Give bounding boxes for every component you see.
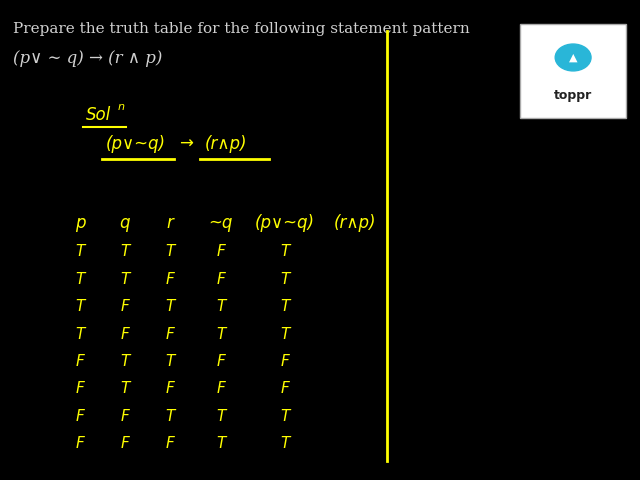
Text: T: T: [216, 436, 225, 451]
FancyBboxPatch shape: [520, 24, 626, 118]
Text: ▲: ▲: [569, 52, 577, 62]
Text: T: T: [280, 272, 289, 287]
Text: T: T: [280, 408, 289, 424]
Text: T: T: [120, 272, 129, 287]
Text: F: F: [120, 326, 129, 342]
Text: T: T: [165, 299, 174, 314]
Text: toppr: toppr: [554, 89, 592, 102]
Text: (p∨~q): (p∨~q): [255, 214, 315, 232]
Text: F: F: [76, 436, 84, 451]
Text: n: n: [117, 102, 124, 111]
Text: F: F: [76, 354, 84, 369]
Text: ~q: ~q: [209, 214, 233, 232]
Text: F: F: [120, 408, 129, 424]
Text: T: T: [120, 244, 129, 260]
Text: Prepare the truth table for the following statement pattern: Prepare the truth table for the followin…: [13, 22, 470, 36]
Text: q: q: [120, 214, 130, 232]
Text: F: F: [165, 272, 174, 287]
Text: F: F: [216, 272, 225, 287]
Text: T: T: [76, 244, 84, 260]
Text: F: F: [120, 436, 129, 451]
Text: (r∧p): (r∧p): [334, 214, 376, 232]
Text: T: T: [76, 326, 84, 342]
Text: T: T: [165, 244, 174, 260]
Circle shape: [556, 44, 591, 71]
Text: T: T: [216, 408, 225, 424]
Text: T: T: [120, 354, 129, 369]
Text: T: T: [165, 408, 174, 424]
Text: F: F: [165, 381, 174, 396]
Text: F: F: [76, 381, 84, 396]
Text: (p∨~q): (p∨~q): [106, 135, 166, 153]
Text: T: T: [120, 381, 129, 396]
Text: F: F: [216, 354, 225, 369]
Text: p: p: [75, 214, 85, 232]
Text: T: T: [280, 299, 289, 314]
Text: Sol: Sol: [86, 106, 111, 124]
Text: →: →: [179, 135, 193, 153]
Text: F: F: [216, 381, 225, 396]
Text: F: F: [165, 326, 174, 342]
Text: F: F: [76, 408, 84, 424]
Text: T: T: [280, 326, 289, 342]
Text: r: r: [166, 214, 173, 232]
Text: T: T: [280, 244, 289, 260]
Text: F: F: [280, 354, 289, 369]
Text: T: T: [216, 299, 225, 314]
Text: (p∨ ∼ q) → (r ∧ p): (p∨ ∼ q) → (r ∧ p): [13, 50, 162, 67]
Text: T: T: [216, 326, 225, 342]
Text: F: F: [216, 244, 225, 260]
Text: T: T: [280, 436, 289, 451]
Text: T: T: [76, 299, 84, 314]
Text: F: F: [280, 381, 289, 396]
Text: F: F: [120, 299, 129, 314]
Text: F: F: [165, 436, 174, 451]
Text: T: T: [76, 272, 84, 287]
Text: T: T: [165, 354, 174, 369]
Text: (r∧p): (r∧p): [205, 135, 247, 153]
